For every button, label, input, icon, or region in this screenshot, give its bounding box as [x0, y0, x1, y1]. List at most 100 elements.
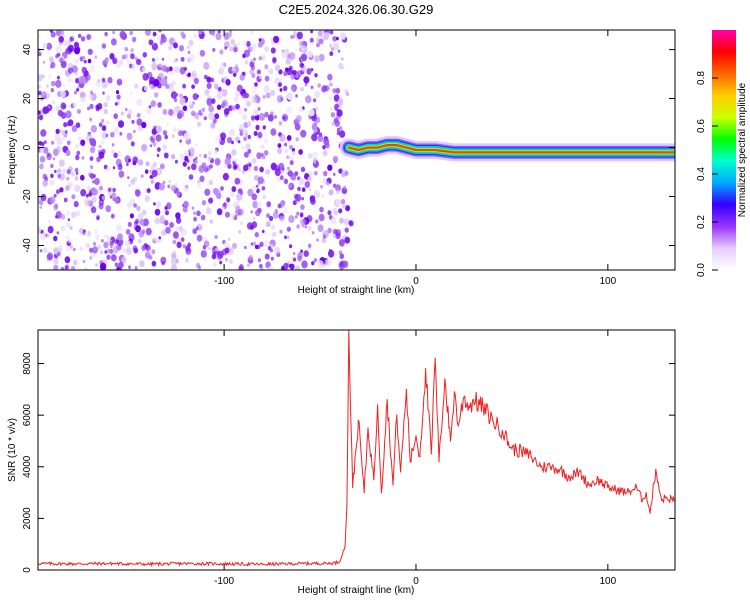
- heatmap-noise-cell: [175, 212, 181, 220]
- heatmap-noise-cell: [158, 30, 162, 33]
- heatmap-noise-cell: [136, 118, 143, 126]
- heatmap-noise-cell: [254, 244, 259, 250]
- heatmap-noise-cell: [67, 67, 74, 74]
- heatmap-noise-cell: [270, 47, 276, 54]
- snr-data-point: [400, 471, 402, 473]
- heatmap-noise-cell: [150, 100, 156, 107]
- heatmap-noise-cell: [101, 239, 104, 243]
- heatmap-noise-cell: [180, 56, 185, 62]
- heatmap-noise-cell: [196, 94, 199, 98]
- heatmap-noise-cell: [231, 105, 236, 111]
- heatmap-noise-cell: [295, 115, 302, 123]
- heatmap-noise-cell: [72, 35, 75, 39]
- heatmap-noise-cell: [80, 174, 85, 181]
- heatmap-noise-cell: [277, 203, 282, 209]
- heatmap-noise-cell: [125, 247, 132, 255]
- heatmap-noise-cell: [153, 236, 157, 241]
- heatmap-noise-cell: [142, 52, 147, 58]
- heatmap-noise-cell: [195, 143, 198, 147]
- heatmap-noise-cell: [122, 248, 126, 253]
- heatmap-noise-cell: [337, 98, 344, 106]
- heatmap-noise-cell: [64, 130, 68, 134]
- heatmap-noise-cell: [271, 231, 277, 237]
- heatmap-noise-cell: [203, 116, 207, 121]
- heatmap-noise-cell: [63, 39, 70, 47]
- heatmap-noise-cell: [212, 47, 216, 52]
- heatmap-noise-cell: [261, 186, 266, 191]
- heatmap-noise-cell: [291, 147, 296, 152]
- heatmap-noise-cell: [212, 251, 217, 256]
- heatmap-noise-cell: [293, 31, 297, 36]
- heatmap-noise-cell: [223, 108, 230, 115]
- heatmap-noise-cell: [260, 144, 265, 150]
- heatmap-noise-cell: [139, 218, 145, 226]
- heatmap-noise-cell: [172, 126, 177, 133]
- heatmap-noise-cell: [283, 85, 288, 92]
- heatmap-noise-cell: [162, 144, 167, 150]
- heatmap-noise-cell: [40, 129, 47, 137]
- heatmap-noise-cell: [112, 166, 116, 170]
- heatmap-noise-cell: [313, 98, 317, 103]
- snr-data-point: [549, 466, 551, 468]
- snr-y-axis-label: SNR (10 * v/v): [7, 418, 18, 482]
- heatmap-noise-cell: [92, 188, 98, 196]
- heatmap-noise-cell: [200, 250, 207, 258]
- colorbar-tick-label: 0.4: [696, 167, 707, 181]
- heatmap-noise-cell: [208, 246, 211, 251]
- heatmap-noise-cell: [242, 40, 247, 46]
- heatmap-noise-cell: [130, 91, 133, 95]
- heatmap-noise-cell: [73, 247, 76, 252]
- heatmap-noise-cell: [85, 194, 89, 198]
- heatmap-noise-cell: [101, 125, 107, 131]
- heatmap-noise-cell: [332, 234, 337, 239]
- heatmap-noise-cell: [39, 147, 44, 154]
- heatmap-noise-cell: [299, 107, 304, 113]
- heatmap-noise-cell: [111, 143, 115, 147]
- heatmap-noise-cell: [162, 108, 168, 115]
- heatmap-x-tick-label: -100: [214, 276, 234, 287]
- heatmap-noise-cell: [39, 155, 46, 163]
- heatmap-noise-cell: [237, 108, 243, 115]
- heatmap-noise-cell: [331, 121, 335, 126]
- heatmap-noise-cell: [136, 98, 143, 107]
- heatmap-noise-cell: [247, 188, 254, 197]
- heatmap-noise-cell: [341, 57, 344, 61]
- heatmap-noise-cell: [103, 108, 108, 115]
- heatmap-noise-cell: [152, 31, 157, 37]
- heatmap-noise-cell: [339, 31, 347, 40]
- heatmap-noise-cell: [89, 173, 95, 180]
- heatmap-noise-cell: [253, 109, 259, 116]
- heatmap-noise-cell: [64, 264, 70, 270]
- heatmap-noise-cell: [105, 95, 111, 102]
- heatmap-noise-cell: [196, 234, 203, 242]
- heatmap-noise-cell: [117, 120, 125, 128]
- heatmap-noise-cell: [69, 244, 73, 249]
- heatmap-noise-cell: [89, 247, 93, 253]
- heatmap-noise-cell: [134, 189, 141, 197]
- heatmap-noise-cell: [321, 85, 328, 93]
- heatmap-noise-cell: [64, 256, 71, 264]
- heatmap-noise-cell: [224, 46, 227, 50]
- heatmap-noise-cell: [38, 34, 41, 39]
- heatmap-noise-cell: [327, 164, 333, 171]
- heatmap-noise-cell: [53, 264, 59, 270]
- heatmap-noise-cell: [278, 69, 283, 75]
- heatmap-noise-cell: [185, 245, 191, 252]
- heatmap-noise-cell: [336, 109, 343, 117]
- heatmap-noise-cell: [312, 151, 319, 159]
- heatmap-noise-cell: [158, 236, 161, 240]
- heatmap-noise-cell: [250, 64, 256, 71]
- heatmap-noise-cell: [283, 70, 288, 77]
- heatmap-noise-cell: [156, 35, 162, 41]
- heatmap-noise-cell: [57, 109, 64, 117]
- heatmap-noise-cell: [168, 84, 175, 92]
- heatmap-noise-cell: [260, 267, 264, 270]
- heatmap-noise-cell: [254, 174, 259, 181]
- heatmap-noise-cell: [191, 206, 195, 210]
- snr-data-point: [300, 562, 302, 565]
- heatmap-noise-cell: [126, 162, 129, 167]
- heatmap-noise-cell: [317, 224, 324, 232]
- heatmap-noise-cell: [65, 222, 71, 229]
- heatmap-noise-cell: [265, 92, 271, 99]
